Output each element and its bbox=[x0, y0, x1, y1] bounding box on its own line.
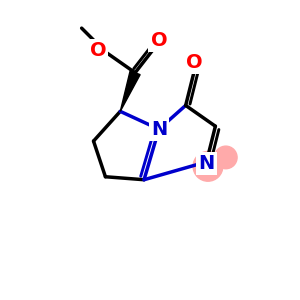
Text: O: O bbox=[151, 31, 167, 50]
Text: N: N bbox=[151, 120, 167, 139]
Text: O: O bbox=[186, 53, 203, 72]
Circle shape bbox=[193, 152, 223, 181]
Text: O: O bbox=[90, 41, 106, 60]
Polygon shape bbox=[120, 71, 140, 111]
Text: N: N bbox=[198, 154, 214, 173]
Circle shape bbox=[214, 146, 237, 169]
